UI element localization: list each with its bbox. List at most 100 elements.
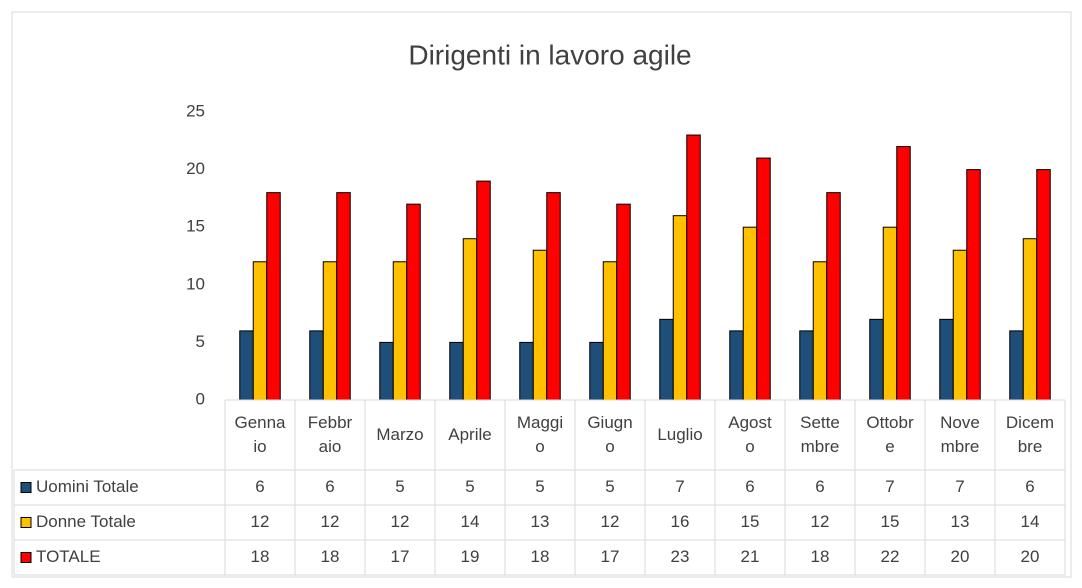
x-tick-label-box: Agosto bbox=[728, 413, 772, 456]
table-value: 18 bbox=[321, 547, 340, 566]
y-tick-label: 0 bbox=[196, 389, 205, 408]
table-value: 7 bbox=[675, 477, 684, 496]
legend-label: Uomini Totale bbox=[36, 477, 139, 496]
x-tick-label: Gennaio bbox=[234, 413, 286, 456]
table-value: 14 bbox=[1021, 512, 1040, 531]
bar bbox=[266, 192, 281, 401]
bar bbox=[379, 341, 394, 401]
x-tick-label: Aprile bbox=[448, 425, 492, 444]
bar bbox=[519, 341, 534, 401]
table-value: 21 bbox=[741, 547, 760, 566]
table-value: 20 bbox=[1021, 547, 1040, 566]
x-tick-label-box: Settembre bbox=[785, 400, 855, 470]
x-tick-label: Luglio bbox=[657, 425, 703, 444]
bar bbox=[939, 318, 954, 401]
x-tick-label-box: Febbraio bbox=[295, 400, 365, 470]
table-value: 6 bbox=[815, 477, 824, 496]
y-tick-label: 25 bbox=[186, 101, 205, 120]
bar bbox=[476, 180, 491, 401]
bar bbox=[896, 146, 911, 401]
x-tick-label-wrap: Settembre bbox=[785, 400, 855, 470]
legend-label: Donne Totale bbox=[36, 512, 136, 531]
x-tick-label-box: Aprile bbox=[435, 400, 505, 470]
bar bbox=[812, 261, 828, 401]
x-tick-label-wrap: Giugno bbox=[575, 400, 645, 470]
x-tick-label: Maggio bbox=[516, 413, 564, 456]
table-value: 15 bbox=[741, 512, 760, 531]
bar bbox=[659, 318, 674, 401]
table-value: 6 bbox=[325, 477, 334, 496]
table-value: 19 bbox=[461, 547, 480, 566]
bar bbox=[616, 203, 631, 401]
bar bbox=[406, 203, 421, 401]
bar bbox=[742, 226, 758, 401]
bar bbox=[462, 238, 478, 401]
bar bbox=[252, 261, 268, 401]
bar bbox=[882, 226, 898, 401]
y-tick-label: 5 bbox=[196, 332, 205, 351]
table-value: 15 bbox=[881, 512, 900, 531]
table-value: 5 bbox=[535, 477, 544, 496]
table-value: 7 bbox=[885, 477, 894, 496]
x-tick-label-wrap: Dicembre bbox=[995, 400, 1065, 470]
bar bbox=[449, 341, 464, 401]
bar bbox=[322, 261, 338, 401]
bar bbox=[952, 249, 968, 401]
table-value: 5 bbox=[465, 477, 474, 496]
x-tick-label-box: Novembre bbox=[925, 400, 995, 470]
table-value: 18 bbox=[251, 547, 270, 566]
chart-title: Dirigenti in lavoro agile bbox=[408, 39, 691, 70]
x-tick-label-wrap: Febbraio bbox=[295, 400, 365, 470]
x-tick-label: Febbraio bbox=[307, 413, 353, 456]
x-tick-label-wrap: Maggio bbox=[505, 400, 575, 470]
table-value: 6 bbox=[1025, 477, 1034, 496]
bar bbox=[309, 330, 324, 401]
bar bbox=[392, 261, 408, 401]
table-value: 5 bbox=[605, 477, 614, 496]
bar bbox=[336, 192, 351, 401]
table-value: 5 bbox=[395, 477, 404, 496]
bar bbox=[1009, 330, 1024, 401]
y-tick-label: 15 bbox=[186, 217, 205, 236]
x-tick-label-box: Giugno bbox=[575, 400, 645, 470]
x-tick-label-wrap: Gennaio bbox=[225, 400, 295, 470]
x-tick-label: Ottobre bbox=[866, 413, 914, 456]
x-tick-label-box: Gennaio bbox=[225, 400, 295, 470]
table-value: 12 bbox=[391, 512, 410, 531]
table-value: 6 bbox=[745, 477, 754, 496]
bar bbox=[672, 215, 688, 401]
x-tick-label-wrap: Novembre bbox=[925, 400, 995, 470]
legend-swatch bbox=[20, 482, 32, 493]
bar bbox=[686, 134, 701, 401]
bar bbox=[756, 157, 771, 401]
table-value: 6 bbox=[255, 477, 264, 496]
x-tick-label: Agosto bbox=[728, 413, 772, 456]
legend-swatch bbox=[20, 552, 32, 563]
bar bbox=[532, 249, 548, 401]
table-value: 7 bbox=[955, 477, 964, 496]
y-tick-label: 20 bbox=[186, 159, 205, 178]
table-value: 18 bbox=[531, 547, 550, 566]
x-tick-label-box: Maggio bbox=[505, 400, 575, 470]
x-tick-label: Novembre bbox=[940, 413, 980, 456]
table-value: 16 bbox=[671, 512, 690, 531]
table-value: 12 bbox=[251, 512, 270, 531]
x-tick-label-wrap: Aprile bbox=[435, 400, 505, 470]
bar bbox=[1036, 169, 1051, 401]
table-value: 12 bbox=[601, 512, 620, 531]
x-tick-label-wrap: Ottobre bbox=[855, 400, 925, 470]
bar bbox=[966, 169, 981, 401]
x-tick-label-box: Marzo bbox=[376, 425, 423, 444]
x-tick-label-box: Luglio bbox=[657, 425, 703, 444]
bar bbox=[239, 330, 254, 401]
x-tick-label: Settembre bbox=[800, 413, 840, 456]
table-value: 12 bbox=[811, 512, 830, 531]
x-tick-label: Dicembre bbox=[1005, 413, 1055, 456]
table-value: 23 bbox=[671, 547, 690, 566]
bar bbox=[869, 318, 884, 401]
table-value: 22 bbox=[881, 547, 900, 566]
table-value: 17 bbox=[391, 547, 410, 566]
bar bbox=[826, 192, 841, 401]
table-value: 18 bbox=[811, 547, 830, 566]
